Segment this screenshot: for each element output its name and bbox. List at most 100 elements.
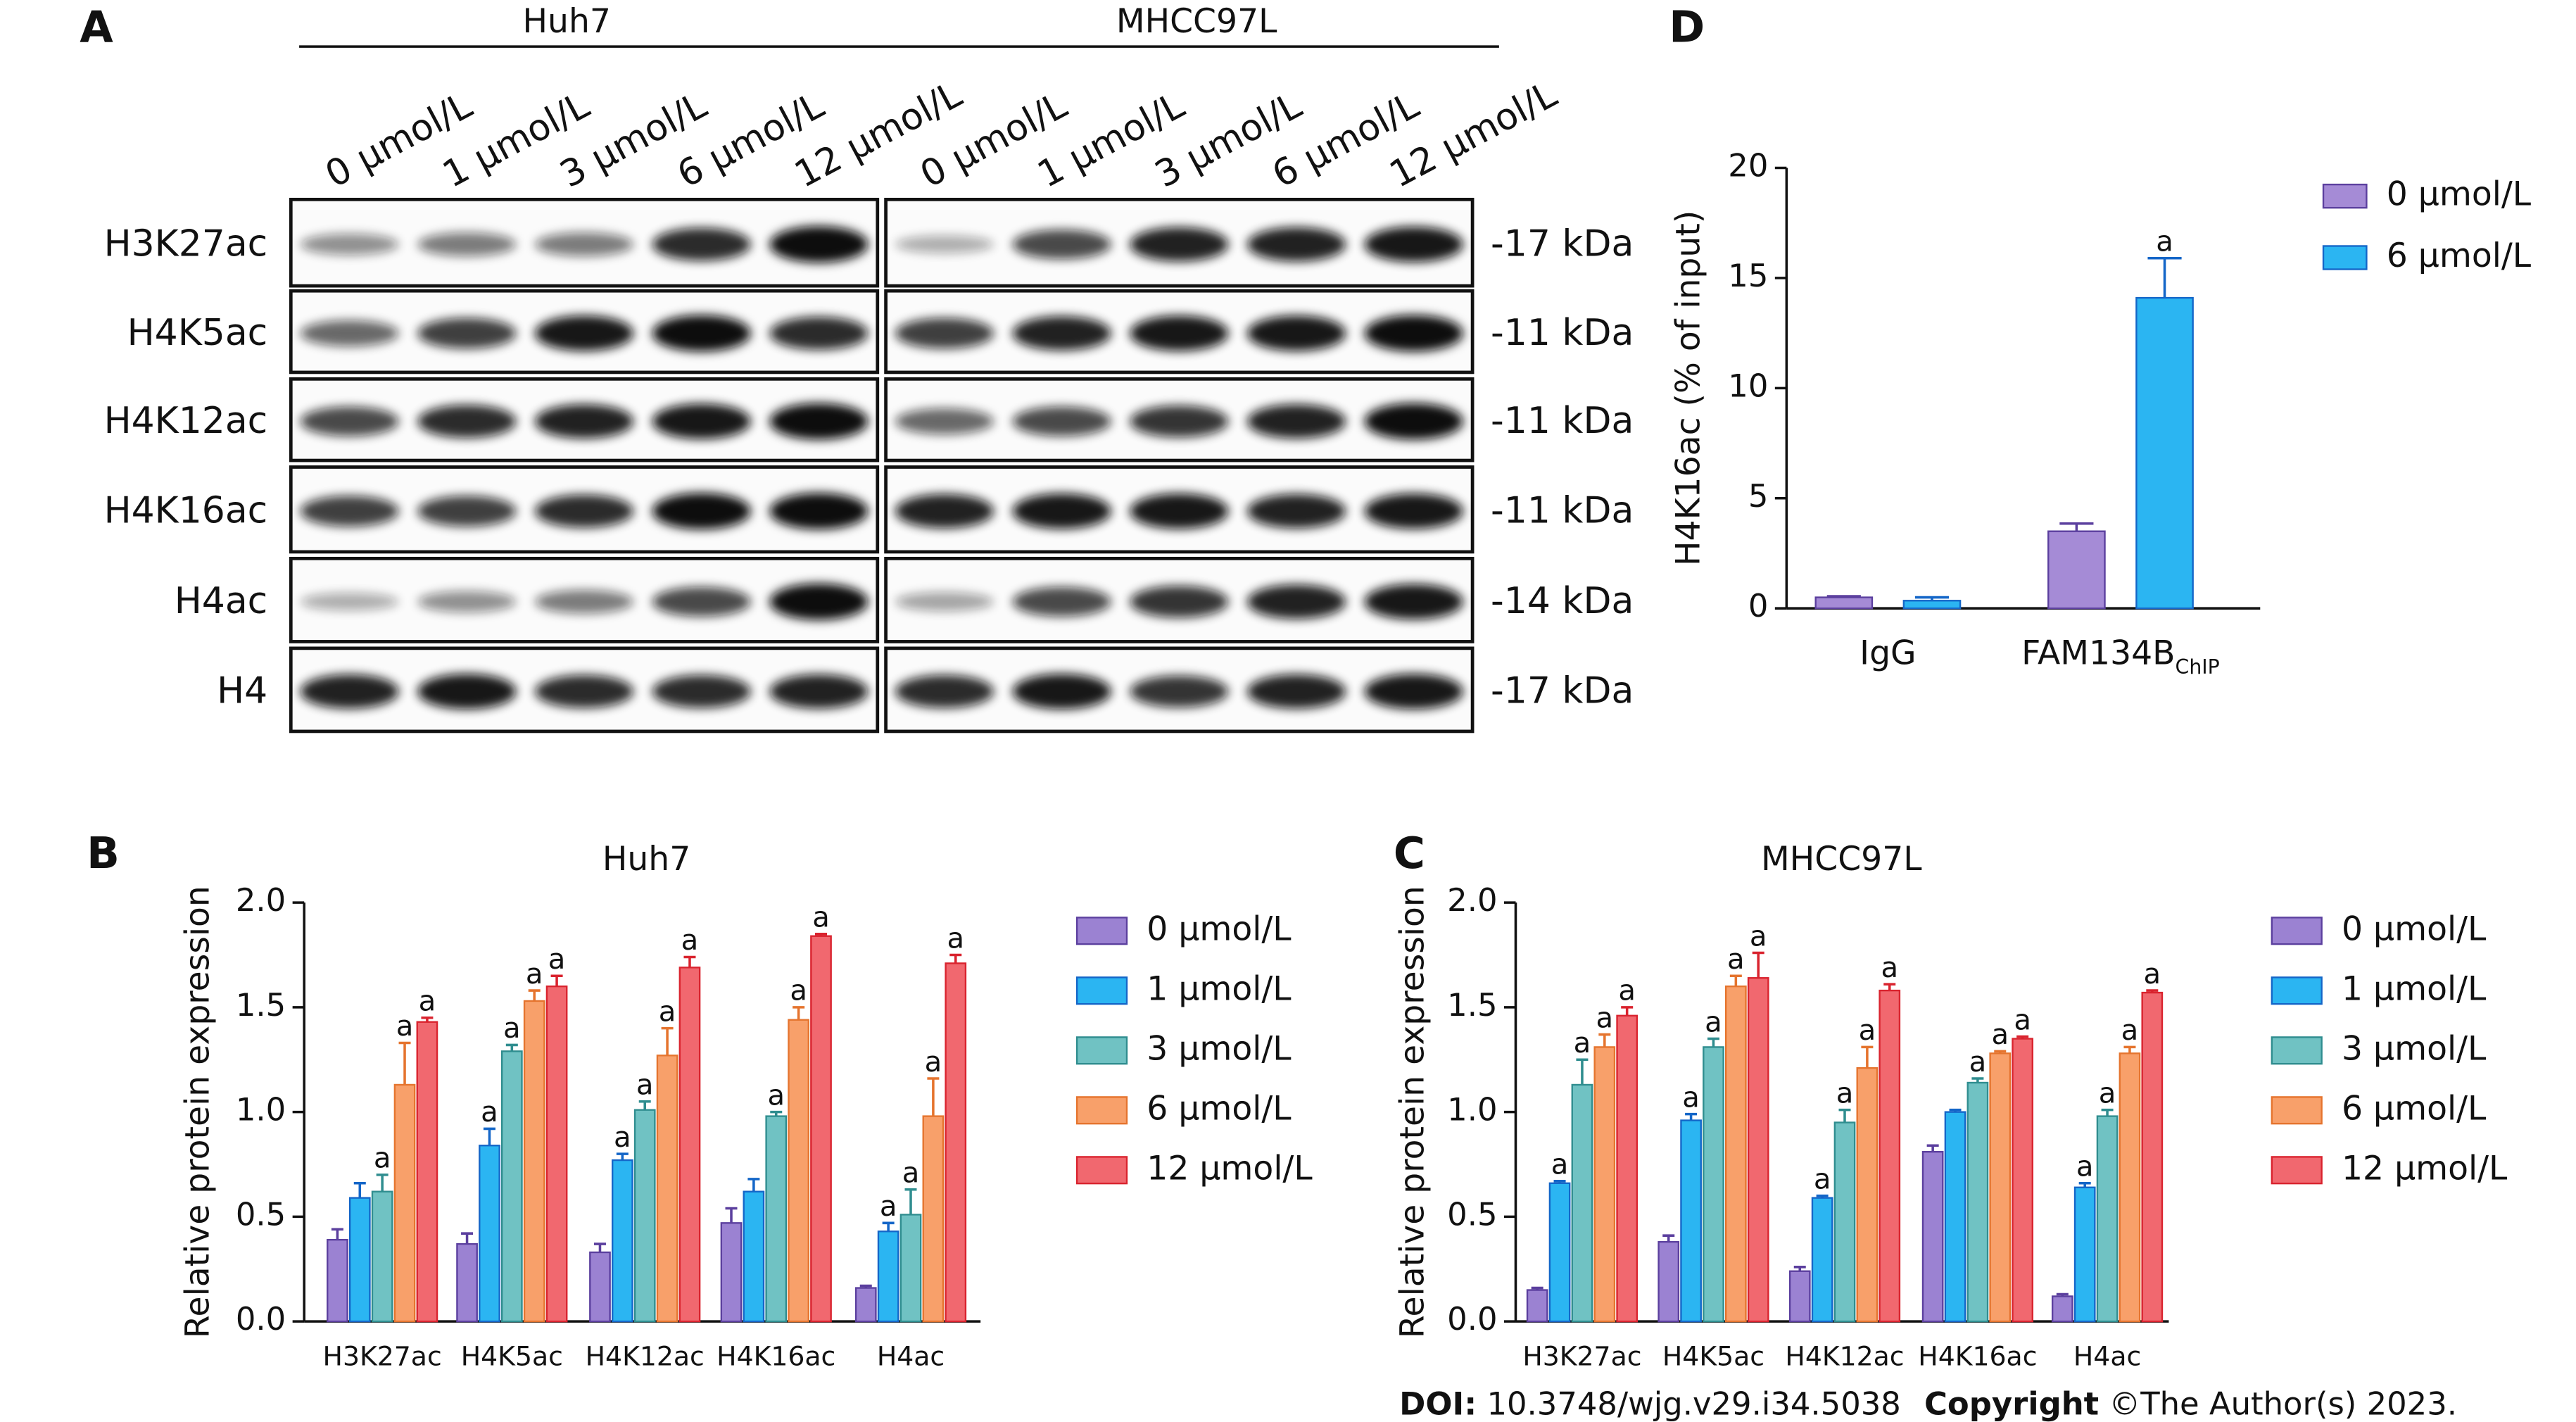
protein-label: H4ac bbox=[175, 580, 267, 622]
protein-label: H3K27ac bbox=[104, 222, 268, 265]
blot-band bbox=[417, 232, 517, 256]
significance-label: a bbox=[481, 1096, 498, 1128]
bar bbox=[2135, 296, 2194, 610]
bar bbox=[1833, 1121, 1856, 1323]
significance-label: a bbox=[1814, 1163, 1831, 1195]
bar bbox=[2047, 530, 2106, 610]
panel-label: D bbox=[1669, 3, 1705, 53]
bar bbox=[1788, 1270, 1811, 1323]
blot-band bbox=[895, 408, 994, 435]
bar bbox=[611, 1159, 633, 1323]
blot-band bbox=[1364, 584, 1463, 619]
y-tick-label: 2.0 bbox=[1447, 881, 1497, 919]
blot-band bbox=[300, 674, 399, 709]
blot-band bbox=[1247, 584, 1346, 619]
legend-swatch bbox=[2322, 183, 2368, 209]
protein-label: H4 bbox=[217, 670, 267, 712]
blot-band bbox=[895, 674, 994, 708]
significance-label: a bbox=[548, 943, 566, 976]
blot-band bbox=[535, 315, 634, 351]
significance-label: a bbox=[2014, 1004, 2031, 1036]
y-axis-label: Relative protein expression bbox=[1393, 886, 1432, 1338]
bar bbox=[2096, 1115, 2119, 1323]
legend-swatch bbox=[1075, 1036, 1128, 1065]
blot-band bbox=[1130, 227, 1229, 262]
bar bbox=[1856, 1066, 1879, 1323]
significance-label: a bbox=[1881, 952, 1898, 984]
bar bbox=[945, 962, 967, 1323]
significance-label: a bbox=[2144, 958, 2161, 990]
chart-title: Huh7 bbox=[602, 840, 690, 879]
bar bbox=[523, 1000, 545, 1323]
significance-label: a bbox=[419, 986, 436, 1018]
blot-band bbox=[300, 593, 399, 611]
protein-label: H4K12ac bbox=[104, 400, 268, 442]
blot-band bbox=[895, 592, 994, 612]
blot-band bbox=[535, 674, 634, 708]
blot-band bbox=[769, 674, 869, 709]
significance-label: a bbox=[681, 924, 699, 957]
blot-band bbox=[769, 403, 869, 440]
significance-label: a bbox=[1682, 1081, 1700, 1114]
size-label: -17 kDa bbox=[1491, 222, 1634, 265]
bar bbox=[1548, 1182, 1571, 1323]
size-label: -14 kDa bbox=[1491, 580, 1634, 622]
blot-band bbox=[769, 583, 869, 620]
y-tick-label: 10 bbox=[1728, 367, 1768, 404]
significance-label: a bbox=[503, 1012, 521, 1045]
blot-band bbox=[1012, 674, 1111, 710]
legend-label: 1 μmol/L bbox=[1147, 969, 1292, 1008]
bar bbox=[1902, 600, 1962, 610]
x-tick-label: H4ac bbox=[2073, 1341, 2141, 1372]
blot-band bbox=[300, 233, 399, 256]
blot-band bbox=[300, 496, 399, 527]
legend-label: 6 μmol/L bbox=[2342, 1089, 2487, 1128]
y-tick-label: 0.5 bbox=[236, 1195, 286, 1233]
bar bbox=[416, 1021, 438, 1323]
blot-band bbox=[1247, 404, 1346, 439]
x-tick-label: H4K12ac bbox=[1785, 1341, 1904, 1372]
blot-band bbox=[1364, 226, 1463, 263]
significance-label: a bbox=[1836, 1077, 1854, 1109]
blot-band bbox=[417, 496, 517, 527]
significance-label: a bbox=[636, 1069, 654, 1102]
cell-line-label: MHCC97L bbox=[1116, 2, 1277, 41]
legend-swatch bbox=[1075, 1096, 1128, 1125]
blot-band bbox=[1012, 493, 1111, 529]
blot-band bbox=[1012, 229, 1111, 260]
bar bbox=[633, 1109, 656, 1323]
doi-label: DOI: bbox=[1399, 1385, 1477, 1422]
bar bbox=[2073, 1186, 2096, 1323]
y-tick-label: 1.5 bbox=[236, 986, 286, 1024]
significance-label: a bbox=[902, 1157, 920, 1189]
copyright-label: Copyright bbox=[1924, 1385, 2099, 1422]
significance-label: a bbox=[1727, 943, 1745, 976]
y-tick-label: 5 bbox=[1748, 477, 1769, 515]
blot-band bbox=[652, 315, 751, 352]
significance-label: a bbox=[790, 975, 807, 1007]
significance-label: a bbox=[1859, 1014, 1876, 1047]
blot-band bbox=[535, 494, 634, 528]
bar bbox=[678, 967, 701, 1323]
bar bbox=[2051, 1295, 2073, 1323]
bar bbox=[479, 1145, 500, 1323]
bar bbox=[589, 1251, 611, 1323]
blot-band bbox=[1247, 674, 1346, 709]
footer: DOI: 10.3748/wjg.v29.i34.5038 Copyright … bbox=[1399, 1385, 2457, 1422]
legend-label: 1 μmol/L bbox=[2342, 969, 2487, 1008]
legend-swatch bbox=[1075, 1156, 1128, 1185]
bar bbox=[2141, 991, 2164, 1323]
significance-label: a bbox=[1750, 920, 1767, 952]
significance-label: a bbox=[947, 922, 964, 955]
blot-band bbox=[652, 674, 751, 708]
legend-swatch bbox=[2271, 1036, 2323, 1065]
doi: 10.3748/wjg.v29.i34.5038 bbox=[1486, 1385, 1900, 1422]
blot-band bbox=[895, 493, 994, 529]
legend-label: 12 μmol/L bbox=[1147, 1149, 1313, 1188]
y-tick-label: 1.0 bbox=[236, 1091, 286, 1128]
significance-label: a bbox=[880, 1190, 897, 1223]
bar bbox=[1703, 1046, 1724, 1323]
blot-band bbox=[1247, 493, 1346, 529]
bar bbox=[393, 1083, 416, 1323]
significance-label: a bbox=[925, 1046, 942, 1078]
